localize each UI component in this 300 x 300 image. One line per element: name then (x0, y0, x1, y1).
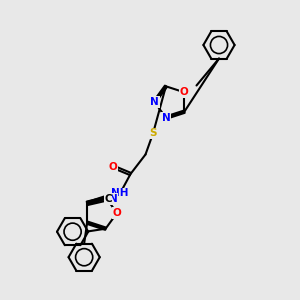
Text: N: N (161, 113, 170, 123)
Text: C: C (104, 194, 112, 204)
Text: N: N (109, 194, 118, 204)
Text: O: O (108, 161, 117, 172)
Text: O: O (180, 87, 189, 97)
Text: O: O (112, 208, 122, 218)
Text: N: N (150, 97, 159, 107)
Text: S: S (149, 128, 157, 139)
Text: NH: NH (111, 188, 129, 199)
